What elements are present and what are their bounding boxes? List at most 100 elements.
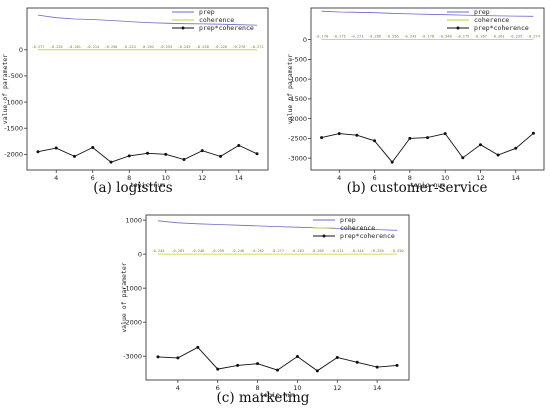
- coherence-data-label: -0.262: [141, 45, 154, 49]
- coherence-data-label: -0.243: [403, 35, 416, 39]
- data-point: [443, 132, 447, 136]
- y-tick-label: 0: [138, 250, 142, 258]
- data-point: [109, 160, 113, 164]
- data-point: [395, 363, 399, 367]
- data-point: [72, 154, 76, 158]
- coherence-data-label: -0.266: [368, 35, 381, 39]
- data-point: [236, 363, 240, 367]
- x-axis-label: topic-num: [130, 181, 165, 189]
- data-point: [514, 146, 518, 150]
- coherence-data-label: -0.235: [50, 45, 63, 49]
- data-point: [461, 156, 465, 160]
- data-point: [337, 132, 341, 136]
- series-line-prep-coherence: [157, 346, 398, 372]
- data-point: [219, 154, 223, 158]
- coherence-data-label: -0.226: [214, 45, 227, 49]
- x-tick-label: 12: [333, 384, 341, 392]
- chart-panel-1: 4 6 8 10 12 14 0 -500 -1000 -1500 -2000 -2500 -3000 t…: [286, 7, 545, 189]
- x-tick-label: 4: [54, 174, 58, 182]
- coherence-data-label: -0.248: [439, 35, 452, 39]
- data-point: [182, 158, 186, 162]
- x-tick-label: 6: [216, 384, 220, 392]
- y-tick-label: -2000: [123, 318, 142, 326]
- chart-panel-2: 4 6 8 10 12 14 1000 0 -1000 -2000 -3000 topic-num va…: [120, 214, 410, 399]
- y-tick-label: -2500: [288, 135, 307, 143]
- data-point: [176, 356, 180, 360]
- data-point: [164, 152, 168, 156]
- data-point: [390, 160, 394, 164]
- x-tick-label: 4: [176, 384, 180, 392]
- legend-entry: prep*coherence: [199, 24, 254, 32]
- y-tick-label: -1000: [288, 75, 307, 83]
- series-line-prep: [37, 14, 258, 26]
- legend-entry: coherence: [199, 16, 234, 24]
- legend-entry: prep: [340, 216, 356, 224]
- x-tick-label: 8: [256, 384, 260, 392]
- data-point: [91, 146, 95, 150]
- x-tick-label: 14: [512, 174, 520, 182]
- data-point: [375, 365, 379, 369]
- plot-frame: [145, 214, 410, 381]
- x-tick-label: 12: [476, 174, 484, 182]
- x-tick-label: 12: [198, 174, 206, 182]
- data-point: [408, 136, 412, 140]
- y-tick-label: -1000: [123, 284, 142, 292]
- data-point: [478, 143, 482, 147]
- coherence-data-label: -0.253: [159, 45, 172, 49]
- legend-marker: [181, 26, 185, 30]
- y-tick-label: -1500: [4, 124, 23, 132]
- coherence-data-label: -0.244: [351, 249, 364, 253]
- data-point: [36, 150, 40, 154]
- coherence-data-label: -0.246: [231, 249, 244, 253]
- y-tick-label: -500: [8, 72, 23, 80]
- figure-caption: (b) customer-service: [347, 180, 488, 196]
- y-axis-label: value of parameter: [120, 262, 128, 333]
- data-point: [54, 146, 58, 150]
- series-line-prep: [157, 220, 398, 231]
- coherence-data-label: -0.245: [178, 45, 191, 49]
- legend-entry: prep*coherence: [340, 232, 395, 240]
- legend-entry: coherence: [474, 16, 509, 24]
- coherence-data-label: -0.211: [331, 249, 344, 253]
- series-line-prep: [321, 10, 534, 17]
- y-tick-label: -1500: [288, 95, 307, 103]
- y-tick-label: -3000: [123, 352, 142, 360]
- coherence-data-label: -0.267: [474, 35, 487, 39]
- chart-panel-0: 4 6 8 10 12 14 0 -500 -1000 -1500 -2000 topic-num va…: [1, 7, 269, 189]
- y-tick-label: 0: [303, 36, 307, 44]
- x-tick-label: 8: [408, 174, 412, 182]
- x-tick-label: 10: [162, 174, 170, 182]
- x-axis-label: topic-num: [260, 391, 295, 399]
- y-tick-label: -3000: [288, 154, 307, 162]
- coherence-data-label: -0.277: [271, 249, 284, 253]
- y-axis-label: value of parameter: [1, 54, 9, 125]
- coherence-data-label: -0.259: [211, 249, 224, 253]
- x-tick-label: 8: [127, 174, 131, 182]
- data-point: [200, 149, 204, 153]
- y-axis-label: value of parameter: [286, 54, 294, 125]
- data-point: [355, 133, 359, 137]
- coherence-data-label: -0.250: [391, 249, 404, 253]
- coherence-data-label: -0.279: [333, 35, 346, 39]
- data-point: [276, 368, 279, 372]
- legend-entry: prep: [199, 8, 215, 16]
- x-tick-label: 14: [235, 174, 243, 182]
- y-tick-label: -2000: [288, 115, 307, 123]
- x-axis-label: topic-num: [410, 181, 445, 189]
- figure-caption: (c) marketing: [217, 390, 310, 406]
- coherence-data-label: -0.258: [371, 249, 384, 253]
- coherence-data-label: -0.271: [251, 45, 264, 49]
- data-point: [373, 139, 377, 143]
- data-point: [256, 362, 260, 366]
- coherence-data-label: -0.261: [492, 35, 505, 39]
- coherence-data-label: -0.275: [456, 35, 469, 39]
- data-point: [237, 143, 241, 147]
- y-tick-label: 0: [19, 46, 23, 54]
- legend-entry: prep*coherence: [474, 24, 529, 32]
- data-point: [127, 154, 131, 158]
- coherence-data-label: -0.235: [509, 35, 522, 39]
- coherence-data-label: -0.263: [291, 249, 304, 253]
